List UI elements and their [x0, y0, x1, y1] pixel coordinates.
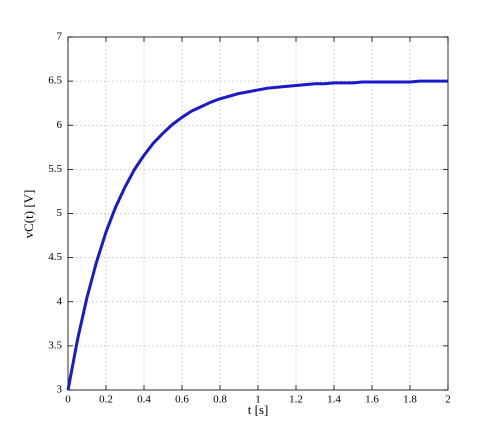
- x-axis-label: t [s]: [248, 402, 269, 417]
- x-tick-label: 2: [445, 394, 451, 406]
- x-tick-label: 0.8: [213, 394, 227, 406]
- y-axis-label: vC(t) [V]: [21, 190, 36, 239]
- line-series: [66, 79, 448, 391]
- y-tick-label: 3: [57, 384, 63, 396]
- x-tick-label: 1.4: [327, 394, 341, 406]
- x-tick-label: 0.4: [137, 394, 151, 406]
- x-tick-label: 0.2: [99, 394, 113, 406]
- x-tick-label: 1.2: [289, 394, 303, 406]
- plot-frame: [67, 36, 449, 391]
- y-tick-label: 4: [57, 295, 63, 307]
- y-tick-label: 4.5: [48, 251, 62, 263]
- y-tick-label: 5.5: [48, 163, 62, 175]
- x-tick-label: 0.6: [175, 394, 189, 406]
- y-tick-label: 6.5: [48, 75, 62, 87]
- x-tick-label: 1.6: [365, 394, 379, 406]
- y-tick-label: 7: [57, 31, 63, 43]
- y-tick-label: 6: [57, 119, 63, 131]
- x-tick-label: 1: [255, 394, 261, 406]
- y-tick-label: 5: [57, 207, 63, 219]
- x-tick-label: 0: [65, 394, 71, 406]
- x-tick-label: 1.8: [403, 394, 417, 406]
- y-tick-label: 3.5: [48, 339, 62, 351]
